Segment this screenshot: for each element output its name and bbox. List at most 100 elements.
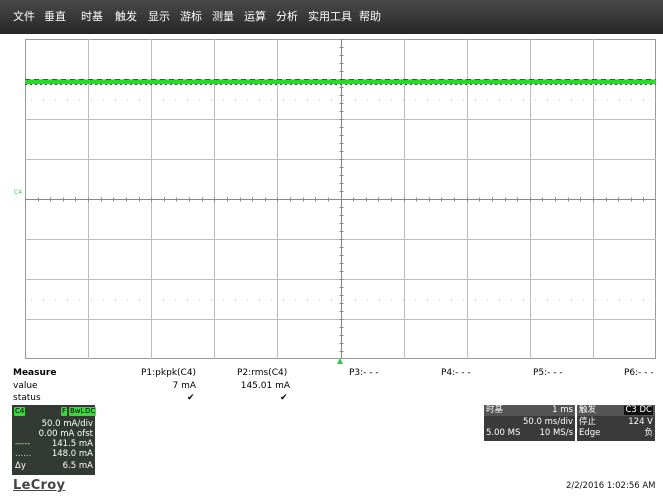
grid-dot	[187, 299, 188, 301]
trigger-header	[577, 405, 655, 416]
timebase-per-div: 50.0 ms/div	[523, 417, 573, 427]
grid-dot	[211, 99, 212, 101]
grid-dot	[631, 299, 632, 301]
waveform-display[interactable]	[25, 39, 656, 359]
grid-dot	[463, 99, 464, 101]
grid-dot	[43, 99, 44, 101]
grid-dot	[31, 299, 32, 301]
measure-row-value-label: value	[13, 381, 38, 391]
grid-dot	[559, 99, 560, 101]
measure-p1-status-icon: ✔	[187, 393, 195, 403]
grid-dot	[655, 99, 656, 101]
grid-dot	[487, 99, 488, 101]
grid-dot	[391, 299, 392, 301]
menu-measure[interactable]: 测量	[212, 10, 234, 23]
menu-trigger[interactable]: 触发	[115, 10, 137, 23]
grid-dot	[403, 299, 404, 301]
menu-math[interactable]: 运算	[244, 10, 266, 23]
menu-cursors[interactable]: 游标	[180, 10, 202, 23]
grid-dot	[175, 99, 176, 101]
grid-dot	[319, 99, 320, 101]
grid-dot	[427, 99, 428, 101]
channel-descriptor-c4[interactable]: C4 F BwL DC 50.0 mA/div 0.00 mA ofst ---…	[12, 405, 97, 475]
grid-dot	[271, 99, 272, 101]
grid-dot	[55, 99, 56, 101]
grid-dot	[343, 299, 344, 301]
grid-dot	[511, 99, 512, 101]
measure-p4-label[interactable]: P4:- - -	[441, 368, 471, 378]
grid-dot	[535, 299, 536, 301]
waveform-trace	[25, 80, 656, 84]
grid-dot	[367, 99, 368, 101]
trigger-type: Edge	[579, 428, 601, 438]
trigger-descriptor[interactable]: 触发 C3 DC 停止 124 V Edge 负	[577, 405, 655, 441]
grid-dot	[259, 299, 260, 301]
grid-dot	[331, 299, 332, 301]
trigger-mode: 停止	[579, 417, 597, 427]
lecroy-logo: LeCroy	[13, 478, 66, 493]
timestamp: 2/2/2016 1:02:56 AM	[566, 481, 656, 491]
measure-p6-label[interactable]: P6:- - -	[624, 368, 654, 378]
grid-dot	[223, 299, 224, 301]
grid-dot	[283, 299, 284, 301]
grid-dot	[523, 299, 524, 301]
grid-dot	[331, 99, 332, 101]
grid-dot	[595, 99, 596, 101]
cursor2-value: 148.0 mA	[51, 449, 93, 459]
menu-help[interactable]: 帮助	[359, 10, 381, 23]
grid-dot	[127, 299, 128, 301]
grid-dot	[295, 99, 296, 101]
measure-p1-label[interactable]: P1:pkpk(C4)	[141, 368, 197, 378]
grid-dot	[31, 99, 32, 101]
grid-dot	[127, 99, 128, 101]
grid-dot	[547, 99, 548, 101]
grid-dot	[607, 99, 608, 101]
grid-dot	[259, 99, 260, 101]
grid-dot	[115, 99, 116, 101]
grid-dot	[415, 299, 416, 301]
grid-dot	[463, 299, 464, 301]
grid-dot	[511, 299, 512, 301]
channel-offset: 0.00 mA ofst	[38, 429, 93, 439]
measure-p1-value: 7 mA	[172, 381, 196, 391]
grid-dot	[655, 299, 656, 301]
menu-analysis[interactable]: 分析	[276, 10, 298, 23]
channel-level-marker[interactable]: C4	[14, 189, 23, 196]
grid-dot	[583, 299, 584, 301]
grid-dot	[139, 299, 140, 301]
menu-display[interactable]: 显示	[148, 10, 170, 23]
measure-p5-label[interactable]: P5:- - -	[533, 368, 563, 378]
menu-timebase[interactable]: 时基	[81, 10, 103, 23]
trigger-title: 触发	[579, 405, 597, 415]
trigger-position-marker[interactable]	[337, 358, 343, 364]
measure-p2-value: 145.01 mA	[240, 381, 290, 391]
grid-dot	[295, 299, 296, 301]
menu-vertical[interactable]: 垂直	[44, 10, 66, 23]
timebase-samples: 5.00 MS	[486, 428, 521, 438]
timebase-descriptor[interactable]: 时基 1 ms 50.0 ms/div 5.00 MS 10 MS/s	[484, 405, 575, 441]
channel-scale: 50.0 mA/div	[41, 419, 93, 429]
grid-dot	[247, 99, 248, 101]
grid-dot	[223, 99, 224, 101]
measure-p3-label[interactable]: P3:- - -	[349, 368, 379, 378]
grid-dot	[91, 99, 92, 101]
measure-p2-label[interactable]: P2:rms(C4)	[237, 368, 288, 378]
menu-file[interactable]: 文件	[13, 10, 35, 23]
grid-dot	[175, 299, 176, 301]
grid-dot	[307, 99, 308, 101]
grid-dot	[415, 99, 416, 101]
grid-dot	[475, 99, 476, 101]
menu-utilities[interactable]: 实用工具	[308, 10, 352, 23]
cursor2-icon: ......	[15, 449, 32, 459]
grid-dot	[583, 99, 584, 101]
trigger-source-badge: C3 DC	[624, 405, 653, 415]
grid-dot	[643, 299, 644, 301]
timebase-header	[484, 405, 575, 416]
grid-dot	[559, 299, 560, 301]
grid-dot	[91, 299, 92, 301]
grid-dot	[379, 299, 380, 301]
grid-dot	[103, 299, 104, 301]
grid-dot	[595, 299, 596, 301]
grid-dot	[199, 299, 200, 301]
grid-dot	[343, 99, 344, 101]
